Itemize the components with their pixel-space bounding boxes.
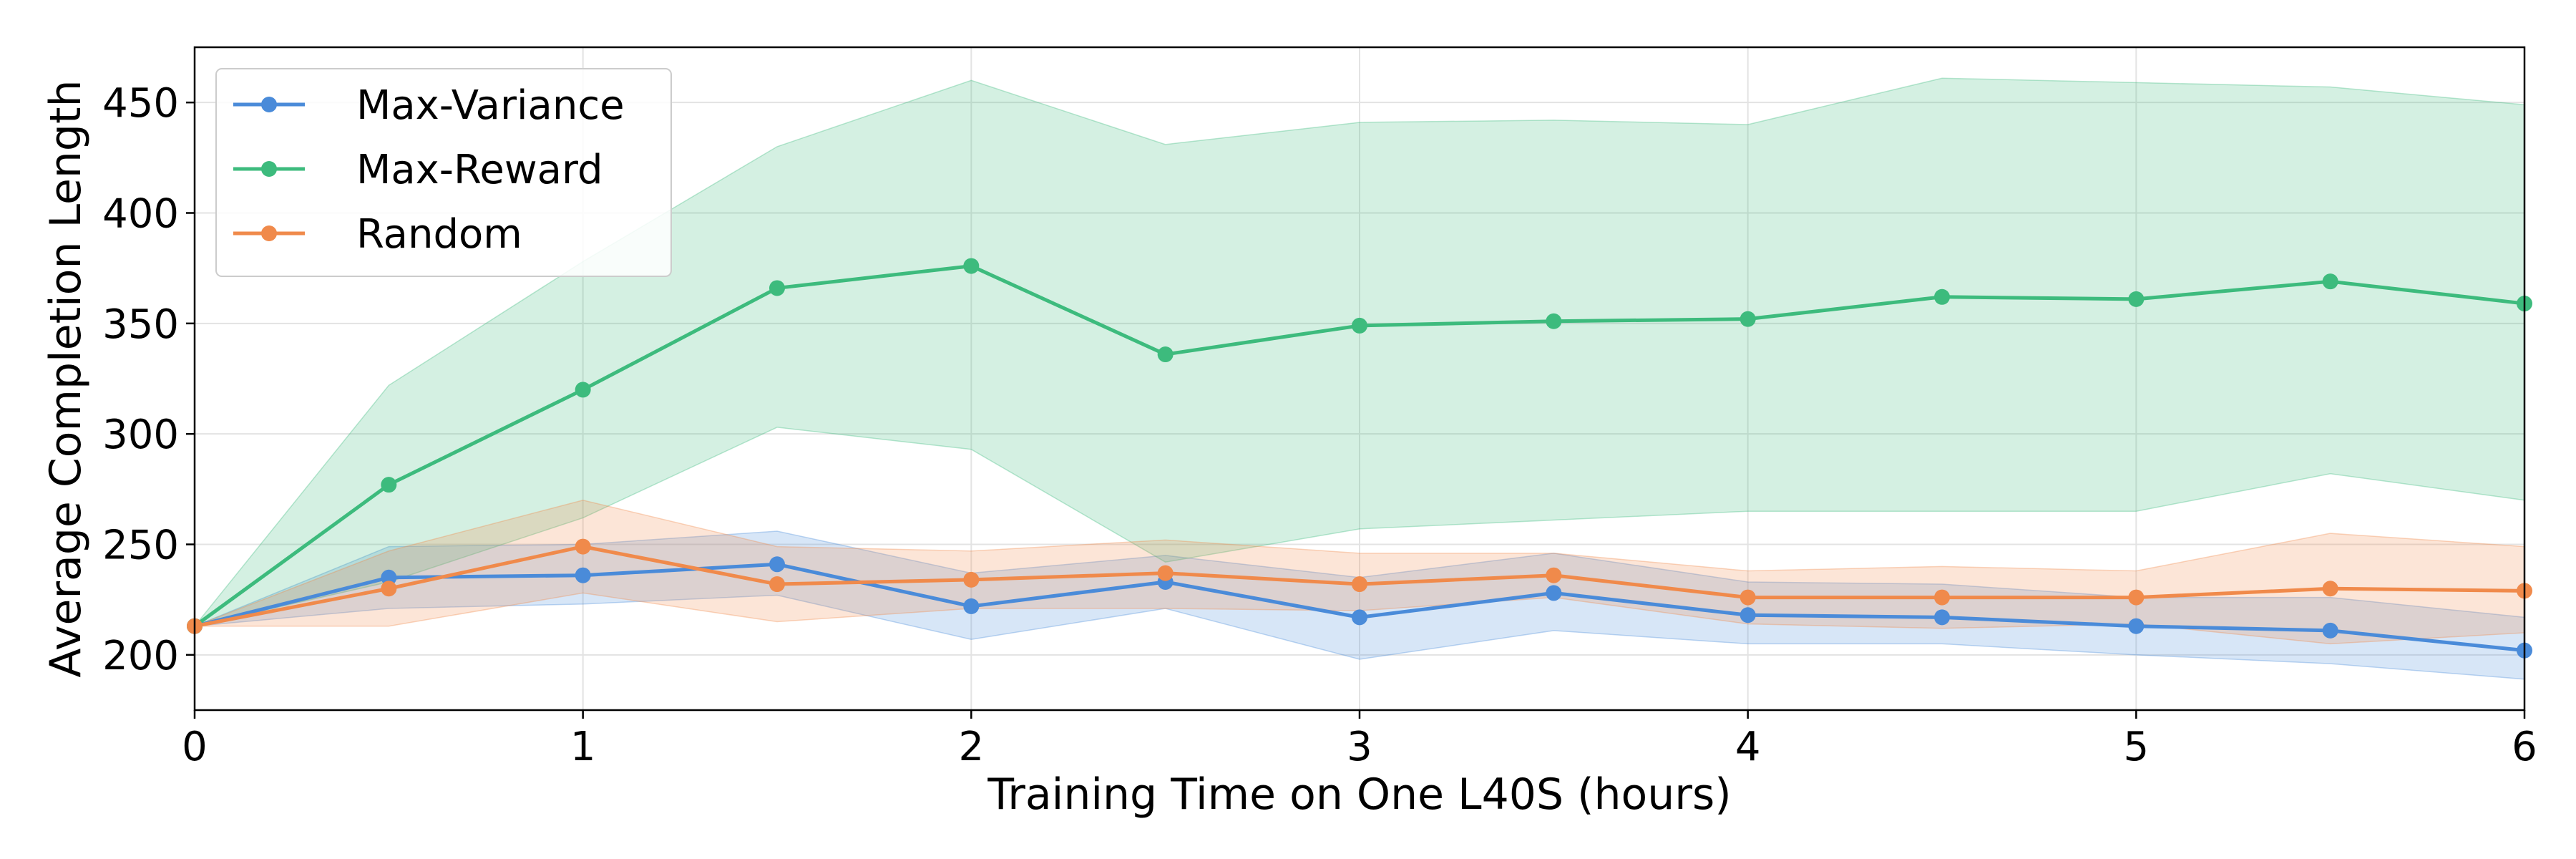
max-variance-point bbox=[1740, 607, 1756, 623]
max-variance-point bbox=[769, 556, 785, 573]
max-reward-point bbox=[381, 477, 397, 493]
axis-ticks: 0 1 2 3 4 5 6 200 250 300 350 400 450 bbox=[102, 80, 2537, 770]
max-reward-point bbox=[1546, 313, 1562, 329]
max-variance-point bbox=[2128, 618, 2145, 634]
max-reward-point bbox=[963, 258, 980, 274]
x-tick-label: 6 bbox=[2512, 724, 2537, 770]
legend-max-reward-swatch-marker bbox=[261, 161, 277, 177]
random-point bbox=[1157, 565, 1174, 581]
x-tick-label: 2 bbox=[959, 724, 985, 770]
max-reward-point bbox=[1352, 317, 1367, 334]
random-point bbox=[2322, 581, 2338, 597]
series-points bbox=[187, 258, 2532, 659]
max-variance-point bbox=[963, 598, 980, 614]
y-tick-label: 450 bbox=[102, 80, 179, 127]
x-tick-label: 4 bbox=[1735, 724, 1761, 770]
max-variance-point bbox=[381, 569, 397, 586]
random-point bbox=[769, 576, 785, 593]
y-tick-label: 250 bbox=[102, 523, 179, 569]
y-tick-label: 400 bbox=[102, 191, 179, 238]
y-tick-label: 200 bbox=[102, 633, 179, 679]
random-point bbox=[1546, 567, 1562, 583]
max-variance-point bbox=[2322, 622, 2338, 639]
random-point bbox=[381, 581, 397, 597]
max-variance-point bbox=[1352, 609, 1367, 626]
legend-max-variance-swatch-marker bbox=[261, 97, 277, 112]
x-tick-label: 3 bbox=[1347, 724, 1372, 770]
random-point bbox=[575, 538, 591, 555]
max-reward-point bbox=[2322, 273, 2338, 290]
max-reward-point bbox=[575, 382, 591, 398]
random-point bbox=[1352, 576, 1367, 593]
legend: Max-Variance Max-Reward Random bbox=[215, 68, 672, 277]
random-point bbox=[963, 571, 980, 588]
random-point bbox=[1934, 589, 1950, 606]
max-reward-point bbox=[1934, 288, 1950, 305]
x-tick-label: 5 bbox=[2124, 724, 2150, 770]
y-axis-label: Average Completion Length bbox=[41, 79, 91, 677]
legend-max-reward-label: Max-Reward bbox=[356, 147, 603, 193]
y-tick-label: 300 bbox=[102, 412, 179, 458]
max-variance-point bbox=[575, 567, 591, 583]
max-reward-point bbox=[2128, 291, 2145, 307]
random-point bbox=[2128, 589, 2145, 606]
max-variance-point bbox=[1934, 609, 1950, 626]
max-reward-point bbox=[1740, 311, 1756, 327]
legend-box bbox=[215, 68, 672, 277]
max-reward-point bbox=[1157, 346, 1174, 363]
max-variance-point bbox=[1546, 585, 1562, 601]
x-tick-label: 0 bbox=[182, 724, 208, 770]
x-axis-label: Training Time on One L40S (hours) bbox=[987, 770, 1731, 820]
legend-random-label: Random bbox=[356, 211, 522, 258]
legend-random-swatch-marker bbox=[261, 225, 277, 241]
x-tick-label: 1 bbox=[570, 724, 596, 770]
legend-max-variance-label: Max-Variance bbox=[356, 82, 625, 129]
random-point bbox=[1740, 589, 1756, 606]
max-reward-point bbox=[769, 280, 785, 296]
y-tick-label: 350 bbox=[102, 301, 179, 348]
